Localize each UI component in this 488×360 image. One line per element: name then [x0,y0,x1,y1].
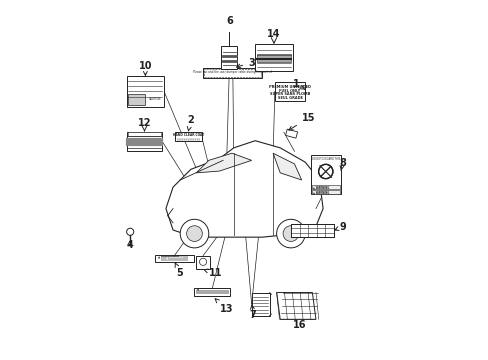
Text: ▲ WARNING: ▲ WARNING [313,185,329,189]
Circle shape [276,219,305,248]
Polygon shape [272,153,301,180]
Text: 11: 11 [203,269,222,278]
Text: ▲ ────────: ▲ ──────── [166,256,183,260]
Bar [274,82,305,102]
Text: 3: 3 [236,58,254,68]
Bar [128,132,161,136]
Text: ▲ ───────────: ▲ ─────────── [158,256,179,260]
Text: 6: 6 [225,16,232,26]
Circle shape [199,258,206,265]
Bar [256,54,291,62]
Bar [160,256,188,261]
Text: DO NOT DISCARD THIS: DO NOT DISCARD THIS [311,157,339,162]
Bar [221,46,237,69]
Bar [126,76,164,107]
Bar [251,293,269,316]
Text: HAND CLEAR COAT: HAND CLEAR COAT [172,133,203,137]
Text: 7: 7 [249,305,256,320]
Text: 8: 8 [339,158,346,171]
Bar [196,291,228,294]
Bar [204,69,261,77]
Text: 1: 1 [292,79,304,89]
Text: Please put and the user bumper cable during frequent oil: Please put and the user bumper cable dur… [193,70,272,74]
Bar [194,288,230,296]
Text: 13: 13 [215,299,232,314]
Polygon shape [276,293,315,319]
Text: 2: 2 [187,115,194,131]
Text: 9: 9 [334,222,345,232]
Bar [311,190,339,194]
Polygon shape [165,141,323,237]
Text: CAUTION: CAUTION [148,97,161,101]
Bar [285,129,297,138]
Bar [310,155,340,194]
Text: ▲ WARNING: ▲ WARNING [313,190,329,194]
Bar [203,68,262,78]
Text: ▲ ────────────: ▲ ──────────── [197,288,219,292]
Text: 12: 12 [138,118,151,128]
Text: PREMIUM UNLEADED: PREMIUM UNLEADED [268,85,310,89]
Circle shape [283,226,298,242]
Text: 14: 14 [266,29,280,39]
Bar [175,132,201,141]
Text: SUPER SANS PLOMB: SUPER SANS PLOMB [269,93,309,96]
Bar [155,255,194,262]
Circle shape [186,226,202,242]
Text: 5: 5 [175,263,183,278]
Circle shape [126,228,134,235]
Text: 15: 15 [288,113,314,130]
Circle shape [180,219,208,248]
Bar [311,185,339,189]
Text: SEUL GRADE: SEUL GRADE [277,96,302,100]
Bar [196,256,209,269]
Text: FUEL ONLY: FUEL ONLY [279,89,300,93]
Text: 4: 4 [126,240,133,250]
Polygon shape [196,153,251,173]
Bar [126,132,162,152]
Text: 16: 16 [292,320,306,330]
Bar [290,224,333,237]
Circle shape [318,165,332,179]
Text: 10: 10 [138,61,152,71]
Bar [128,94,144,105]
Bar [255,44,292,71]
